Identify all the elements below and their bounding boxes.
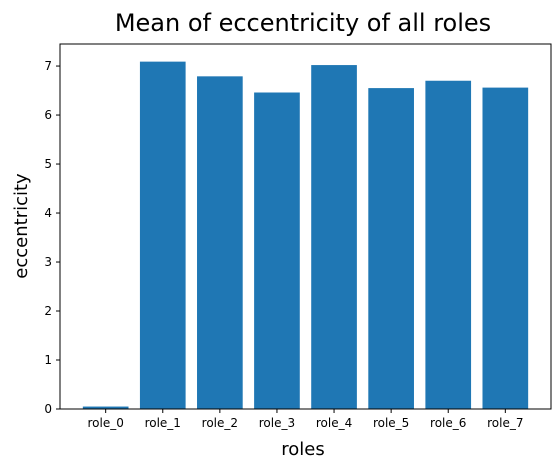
y-tick-label: 5 (44, 157, 52, 171)
y-tick-label: 6 (44, 108, 52, 122)
x-tick-label: role_7 (487, 416, 523, 430)
y-tick-label: 7 (44, 59, 52, 73)
bars-group (82, 61, 529, 410)
y-tick-label: 0 (44, 402, 52, 416)
y-tick-label: 1 (44, 353, 52, 367)
x-axis-ticks: role_0 role_1 role_2 role_3 role_4 role_5 role… (87, 409, 524, 430)
y-axis-label: eccentricity (11, 173, 32, 279)
y-axis-ticks: 0 1 2 3 4 5 6 7 (44, 59, 60, 416)
bar-role_2 (197, 76, 243, 409)
x-tick-label: role_3 (259, 416, 295, 430)
y-tick-label: 3 (44, 255, 52, 269)
chart-title: Mean of eccentricity of all roles (115, 9, 491, 37)
x-tick-label: role_2 (202, 416, 238, 430)
y-tick-label: 2 (44, 304, 52, 318)
x-tick-label: role_0 (87, 416, 123, 430)
y-tick-label: 4 (44, 206, 52, 220)
x-axis-label: roles (281, 439, 324, 460)
bar-role_6 (425, 80, 472, 409)
bar-role_3 (254, 92, 300, 409)
plot-frame (59, 43, 552, 410)
bar-role_7 (482, 87, 529, 409)
x-tick-label: role_5 (373, 416, 409, 430)
x-tick-label: role_6 (430, 416, 466, 430)
x-tick-label: role_1 (145, 416, 181, 430)
bar-role_0 (82, 406, 129, 409)
x-tick-label: role_4 (316, 416, 352, 430)
bar-role_5 (368, 88, 414, 409)
bar-role_4 (311, 65, 357, 410)
bar-role_1 (139, 61, 186, 410)
